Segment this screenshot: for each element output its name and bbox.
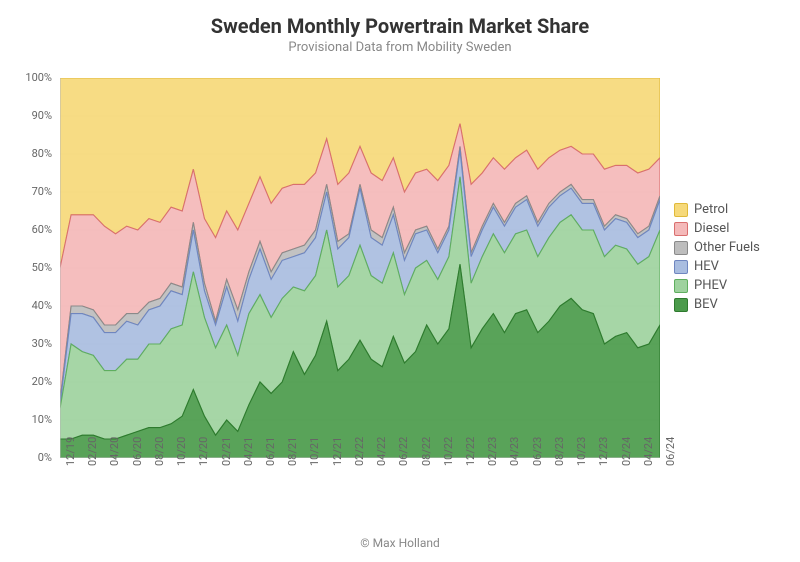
x-tick-label: 04/24 (642, 437, 655, 466)
y-tick-label: 100% (0, 71, 52, 84)
x-tick-label: 06/22 (397, 437, 410, 466)
x-tick-label: 12/20 (197, 437, 210, 466)
legend-label: PHEV (694, 278, 727, 293)
y-tick-label: 70% (0, 185, 52, 198)
x-tick-label: 12/21 (331, 437, 344, 466)
legend-swatch (674, 260, 688, 274)
legend-item-hev: HEV (674, 259, 760, 274)
y-tick-label: 30% (0, 337, 52, 350)
legend-item-other-fuels: Other Fuels (674, 240, 760, 255)
legend-label: HEV (694, 259, 719, 274)
y-tick-label: 40% (0, 299, 52, 312)
y-tick-label: 90% (0, 109, 52, 122)
x-tick-label: 06/24 (664, 437, 677, 466)
legend-swatch (674, 241, 688, 255)
x-tick-label: 04/21 (242, 437, 255, 466)
x-tick-label: 06/23 (531, 437, 544, 466)
x-tick-label: 06/21 (264, 437, 277, 466)
x-tick-label: 02/24 (620, 437, 633, 466)
y-tick-label: 50% (0, 261, 52, 274)
legend-label: Petrol (694, 202, 728, 217)
legend: Petrol Diesel Other Fuels HEV PHEV BEV (674, 198, 760, 316)
y-tick-label: 20% (0, 375, 52, 388)
legend-item-phev: PHEV (674, 278, 760, 293)
x-tick-label: 10/20 (175, 437, 188, 466)
x-tick-label: 04/23 (508, 437, 521, 466)
legend-item-petrol: Petrol (674, 202, 760, 217)
x-tick-label: 10/23 (575, 437, 588, 466)
x-tick-label: 02/20 (86, 437, 99, 466)
x-tick-label: 02/23 (486, 437, 499, 466)
legend-swatch (674, 203, 688, 217)
x-tick-label: 08/22 (420, 437, 433, 466)
chart-title: Sweden Monthly Powertrain Market Share (0, 0, 800, 38)
x-tick-label: 08/21 (286, 437, 299, 466)
x-tick-label: 02/22 (353, 437, 366, 466)
y-tick-label: 0% (0, 451, 52, 464)
x-tick-label: 08/20 (153, 437, 166, 466)
chart-credit: © Max Holland (0, 536, 800, 550)
x-tick-label: 04/22 (375, 437, 388, 466)
y-tick-label: 10% (0, 413, 52, 426)
x-tick-label: 10/22 (442, 437, 455, 466)
legend-item-diesel: Diesel (674, 221, 760, 236)
x-tick-label: 04/20 (108, 437, 121, 466)
x-tick-label: 02/21 (220, 437, 233, 466)
chart-subtitle: Provisional Data from Mobility Sweden (0, 40, 800, 55)
x-tick-label: 12/22 (464, 437, 477, 466)
x-tick-label: 06/20 (131, 437, 144, 466)
legend-label: BEV (694, 297, 718, 312)
x-tick-label: 08/23 (553, 437, 566, 466)
x-tick-label: 10/21 (308, 437, 321, 466)
legend-swatch (674, 279, 688, 293)
chart-plot (60, 78, 660, 458)
legend-item-bev: BEV (674, 297, 760, 312)
y-tick-label: 60% (0, 223, 52, 236)
x-tick-label: 12/23 (597, 437, 610, 466)
chart-container: Sweden Monthly Powertrain Market Share P… (0, 0, 800, 562)
y-tick-label: 80% (0, 147, 52, 160)
x-tick-label: 12/19 (64, 437, 77, 466)
legend-label: Diesel (694, 221, 729, 236)
legend-swatch (674, 298, 688, 312)
legend-label: Other Fuels (694, 240, 760, 255)
legend-swatch (674, 222, 688, 236)
